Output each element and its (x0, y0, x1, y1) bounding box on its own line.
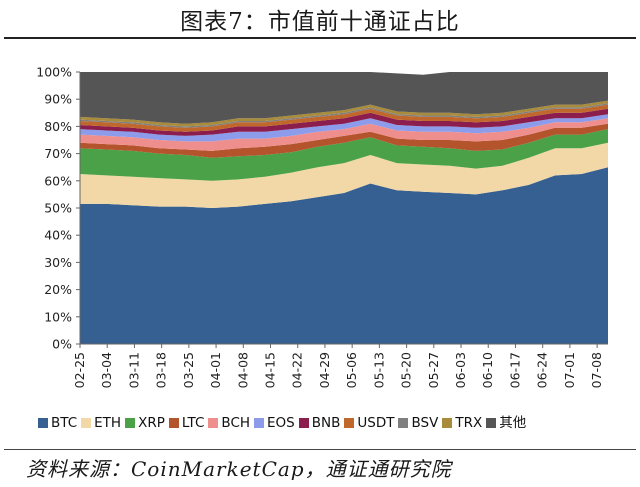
x-tick-label: 06-10 (480, 352, 495, 388)
area-series-0 (80, 167, 608, 344)
legend-label: BCH (221, 415, 251, 431)
x-tick-label: 03-04 (99, 352, 114, 388)
y-tick-label: 20% (44, 282, 72, 297)
legend-item: BSV (398, 415, 438, 431)
x-tick-label: 04-29 (317, 352, 332, 388)
title-rule (4, 37, 636, 39)
x-tick-label: 02-25 (72, 352, 87, 388)
legend-label: USDT (357, 415, 395, 431)
y-tick-label: 70% (44, 146, 72, 161)
legend-item: TRX (442, 415, 482, 431)
legend-item: BTC (38, 415, 77, 431)
legend-swatch (298, 418, 309, 428)
source-note: 资料来源：CoinMarketCap，通证通研究院 (26, 457, 452, 481)
x-tick-label: 03-18 (154, 352, 169, 388)
legend-item: EOS (254, 415, 295, 431)
legend-item: XRP (125, 415, 165, 431)
x-tick-label: 05-06 (344, 352, 359, 388)
x-tick-label: 07-08 (589, 352, 604, 388)
x-tick-label: 04-22 (290, 352, 305, 388)
legend-swatch (208, 418, 219, 428)
legend-swatch (398, 418, 409, 428)
x-tick-label: 06-24 (535, 352, 550, 388)
legend-swatch (254, 418, 265, 428)
y-axis: 0% 10% 20% 30% 40% 50% 60% 70% 80% 90% 100% (36, 65, 81, 352)
x-tick-label: 03-25 (181, 352, 196, 388)
x-tick-label: 05-27 (426, 352, 441, 388)
legend-item: BCH (208, 415, 250, 431)
area-series-6 (80, 108, 608, 136)
legend-swatch (486, 418, 497, 428)
legend-item: 其他 (486, 411, 526, 431)
y-tick-label: 80% (44, 119, 72, 134)
area-series-8 (80, 103, 608, 128)
area-series-3 (80, 123, 608, 158)
area-layers (80, 72, 608, 344)
legend-swatch (81, 418, 92, 428)
x-tick-label: 04-01 (208, 352, 223, 388)
chart-title: 图表7：市值前十通证占比 (180, 9, 460, 35)
legend-item: ETH (81, 415, 121, 431)
legend: BTC ETH XRP LTC BCH EOS BNB USDT BSV TRX 其他 (38, 411, 530, 431)
area-series-4 (80, 118, 608, 151)
area-series-1 (80, 142, 608, 208)
legend-label: BNB (311, 415, 341, 431)
y-tick-label: 90% (44, 92, 72, 107)
x-axis: 02-25 03-04 03-11 03-18 03-25 04-01 04-08 04-15… (72, 343, 608, 388)
area-series-5 (80, 114, 608, 142)
y-tick-label: 40% (44, 228, 72, 243)
legend-label: ETH (94, 415, 122, 431)
x-tick-label: 06-17 (507, 352, 522, 388)
legend-item: USDT (344, 415, 394, 431)
y-tick-label: 0% (52, 337, 72, 352)
y-tick-label: 100% (36, 65, 72, 80)
legend-label: XRP (138, 415, 165, 431)
legend-label: LTC (181, 415, 205, 431)
x-tick-label: 05-20 (399, 352, 414, 388)
area-series-2 (80, 129, 608, 181)
y-tick-label: 10% (44, 309, 72, 324)
legend-label: TRX (455, 415, 483, 431)
legend-item: BNB (298, 415, 341, 431)
legend-swatch (344, 418, 355, 428)
x-tick-label: 04-15 (263, 352, 278, 388)
source-rule (4, 449, 636, 450)
x-tick-label: 05-13 (371, 352, 386, 388)
stacked-area-chart: 0%10%20%30%40%50%60%70%80%90%100% 02-25 0… (36, 65, 608, 388)
legend-label: 其他 (499, 415, 527, 431)
x-tick-label: 03-11 (126, 352, 141, 388)
legend-swatch (125, 418, 136, 428)
y-tick-label: 50% (44, 201, 72, 216)
y-tick-label: 30% (44, 255, 72, 270)
area-series-7 (80, 104, 608, 132)
legend-swatch (168, 418, 179, 428)
area-series-10 (80, 72, 608, 124)
legend-swatch (442, 418, 453, 428)
x-tick-label: 04-08 (235, 352, 250, 388)
legend-swatch (38, 418, 48, 428)
area-series-9 (80, 100, 608, 127)
legend-label: BTC (51, 415, 78, 431)
x-tick-label: 06-03 (453, 352, 468, 388)
x-tick-label: 07-01 (562, 352, 577, 388)
y-tick-label: 60% (44, 173, 72, 188)
legend-label: EOS (267, 415, 295, 431)
legend-item: LTC (168, 415, 205, 431)
legend-label: BSV (411, 415, 439, 431)
